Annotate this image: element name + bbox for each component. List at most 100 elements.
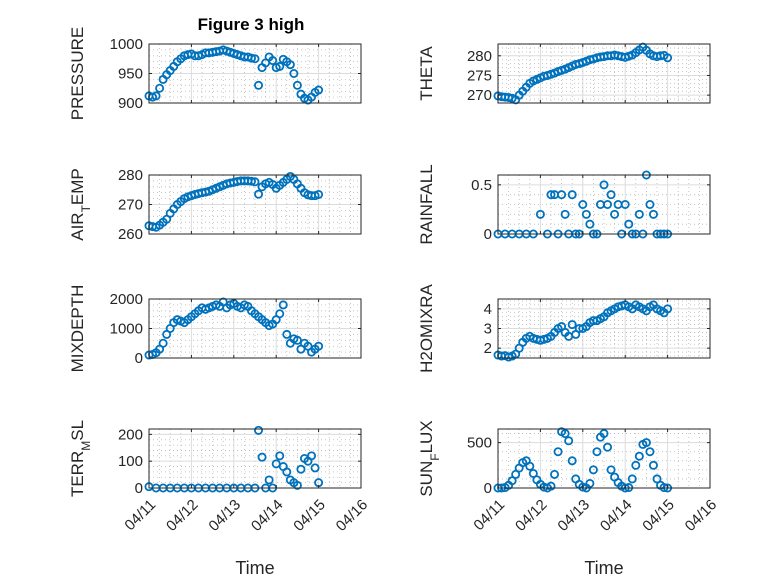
data-point bbox=[275, 61, 285, 71]
y-axis-label: THETA bbox=[417, 46, 436, 101]
data-point bbox=[634, 451, 644, 461]
data-point bbox=[151, 91, 161, 101]
subplot-theta: 270 275 280 THETA bbox=[417, 42, 711, 105]
y-tick-label: 100 bbox=[118, 453, 143, 470]
data-point bbox=[620, 199, 630, 209]
data-point bbox=[550, 469, 560, 479]
data-point bbox=[254, 425, 264, 435]
data-point bbox=[553, 447, 563, 457]
subplot-pressure: 900 950 1000 PRESSURE bbox=[68, 27, 362, 121]
y-tick-label: 950 bbox=[118, 66, 143, 83]
data-point bbox=[578, 199, 588, 209]
data-point bbox=[641, 438, 651, 448]
y-axis-label: PRESSURE bbox=[68, 27, 87, 121]
data-point bbox=[250, 54, 260, 64]
x-axis-label: Time bbox=[584, 558, 623, 578]
data-point bbox=[581, 209, 591, 219]
data-point bbox=[648, 460, 658, 470]
data-point bbox=[292, 80, 302, 90]
data-point bbox=[275, 309, 285, 319]
data-point bbox=[246, 176, 256, 186]
data-point bbox=[254, 80, 264, 90]
subplot-h2omixra: 2 3 4 H2OMIXRA bbox=[417, 283, 711, 373]
data-point bbox=[567, 320, 577, 330]
x-tick-label: 04/16 bbox=[682, 496, 721, 535]
data-point bbox=[560, 429, 570, 439]
y-tick-label: 280 bbox=[118, 167, 143, 184]
y-tick-label: 1000 bbox=[110, 36, 143, 53]
data-point bbox=[585, 478, 595, 488]
y-tick-label: 3 bbox=[484, 321, 492, 338]
data-point bbox=[158, 338, 168, 348]
x-tick-label: 04/14 bbox=[248, 496, 287, 535]
data-point bbox=[257, 452, 267, 462]
y-tick-label: 4 bbox=[484, 301, 492, 318]
x-tick-label: 04/13 bbox=[554, 496, 593, 535]
data-point bbox=[246, 53, 256, 63]
y-tick-label: 200 bbox=[118, 426, 143, 443]
data-point bbox=[585, 219, 595, 229]
data-point bbox=[588, 465, 598, 475]
data-point bbox=[567, 456, 577, 466]
y-tick-label: 1000 bbox=[110, 321, 143, 338]
data-point bbox=[264, 475, 274, 485]
y-axis-label: TERRMSL bbox=[68, 420, 93, 497]
data-point bbox=[567, 190, 577, 200]
y-axis-label: MIXDEPTH bbox=[68, 285, 87, 373]
data-point bbox=[275, 451, 285, 461]
axes-frame bbox=[497, 43, 711, 104]
data-point bbox=[314, 85, 324, 95]
data-point bbox=[546, 190, 556, 200]
axes-frame bbox=[148, 428, 362, 489]
data-point bbox=[603, 442, 613, 452]
data-point bbox=[599, 429, 609, 439]
y-tick-label: 270 bbox=[118, 197, 143, 214]
data-point bbox=[282, 329, 292, 339]
data-point bbox=[606, 465, 616, 475]
y-axis-label: SUNFLUX bbox=[417, 420, 442, 496]
y-tick-label: 280 bbox=[467, 48, 492, 65]
x-tick-label: 04/11 bbox=[470, 496, 508, 534]
x-tick-label: 04/13 bbox=[205, 496, 244, 535]
data-point bbox=[627, 474, 637, 484]
y-tick-label: 275 bbox=[467, 67, 492, 84]
y-tick-label: 0 bbox=[484, 226, 492, 243]
data-point bbox=[296, 464, 306, 474]
data-point bbox=[155, 83, 165, 93]
x-tick-label: 04/11 bbox=[121, 496, 159, 534]
data-point bbox=[663, 304, 673, 314]
x-tick-label: 04/12 bbox=[512, 496, 551, 535]
data-point bbox=[289, 69, 299, 79]
y-tick-label: 900 bbox=[118, 95, 143, 112]
figure-title: Figure 3 high bbox=[198, 15, 305, 34]
y-tick-label: 2000 bbox=[110, 291, 143, 308]
data-point bbox=[278, 300, 288, 310]
y-axis-label: RAINFALL bbox=[417, 164, 436, 244]
data-point bbox=[254, 189, 264, 199]
subplot-mixdepth: 0 1000 2000 MIXDEPTH bbox=[68, 285, 362, 373]
x-tick-label: 04/12 bbox=[163, 496, 202, 535]
data-point bbox=[564, 436, 574, 446]
data-point bbox=[648, 209, 658, 219]
subplot-terr-msl: 0 100 200 04/11 04/12 04/13 04/14 04/15 04/16 Tim… bbox=[68, 420, 371, 578]
y-tick-label: 270 bbox=[467, 87, 492, 104]
y-axis-label: AIRTEMP bbox=[68, 168, 93, 241]
axes-frame bbox=[497, 174, 711, 235]
y-tick-label: 0 bbox=[484, 480, 492, 497]
data-point bbox=[307, 451, 317, 461]
x-tick-label: 04/14 bbox=[597, 496, 636, 535]
y-tick-label: 2 bbox=[484, 340, 492, 357]
data-point bbox=[282, 467, 292, 477]
data-point bbox=[631, 460, 641, 470]
data-point bbox=[592, 447, 602, 457]
data-point bbox=[292, 480, 302, 490]
y-tick-label: 0 bbox=[135, 480, 143, 497]
subplot-rainfall: 0 0.5 RAINFALL bbox=[417, 164, 711, 245]
x-tick-label: 04/15 bbox=[639, 496, 678, 535]
subplot-air-temp: 260 270 280 AIRTEMP bbox=[68, 167, 362, 243]
data-point bbox=[268, 56, 278, 66]
data-point bbox=[560, 209, 570, 219]
data-point bbox=[546, 481, 556, 491]
data-point bbox=[599, 180, 609, 190]
